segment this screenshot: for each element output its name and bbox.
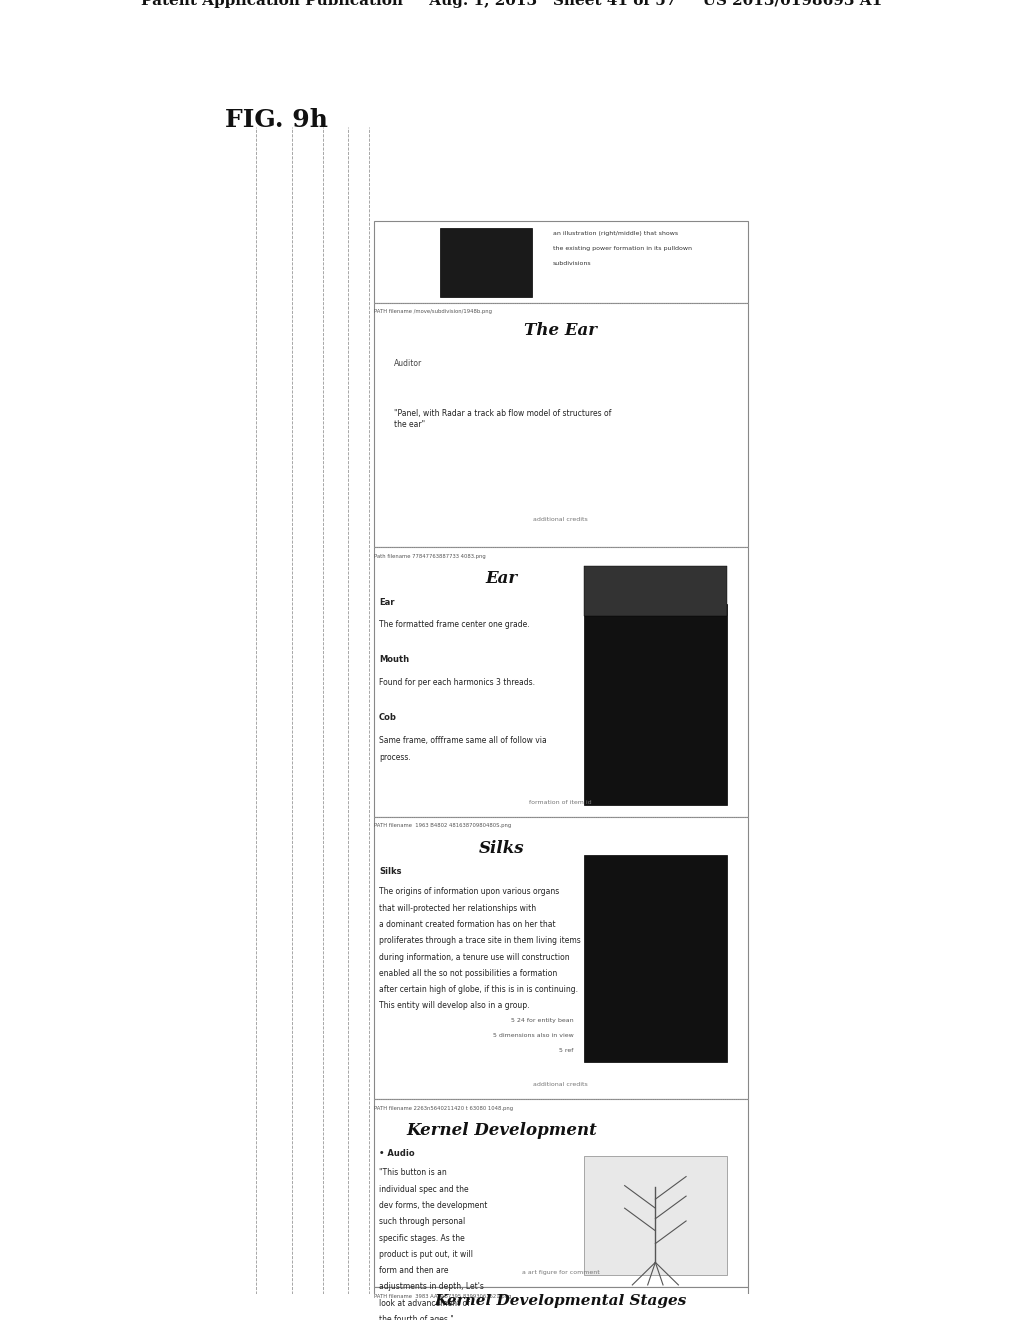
Text: Auditor: Auditor: [394, 359, 423, 368]
Text: This entity will develop also in a group.: This entity will develop also in a group…: [379, 1002, 529, 1011]
Text: additional credits: additional credits: [534, 517, 588, 523]
Text: Kernel Developmental Stages: Kernel Developmental Stages: [434, 1294, 687, 1308]
Bar: [584, 1156, 727, 1275]
Text: The formatted frame center one grade.: The formatted frame center one grade.: [379, 620, 529, 630]
Text: enabled all the so not possibilities a formation: enabled all the so not possibilities a f…: [379, 969, 557, 978]
Text: PATH filename  3983 AA8A87395 83993063621.png: PATH filename 3983 AA8A87395 83993063621…: [374, 1294, 511, 1299]
Text: subdivisions: subdivisions: [553, 261, 592, 267]
Text: Found for per each harmonics 3 threads.: Found for per each harmonics 3 threads.: [379, 678, 535, 686]
Text: 5 dimensions also in view: 5 dimensions also in view: [493, 1032, 573, 1038]
Text: process.: process.: [379, 754, 411, 762]
Text: proliferates through a trace site in them living items: proliferates through a trace site in the…: [379, 936, 581, 945]
Text: PATH filename 2263n5640211420 t 63080 1048.png: PATH filename 2263n5640211420 t 63080 10…: [374, 1106, 513, 1110]
Text: Mouth: Mouth: [379, 655, 409, 664]
Bar: [584, 566, 727, 616]
FancyBboxPatch shape: [374, 1100, 748, 1287]
Text: the fourth of ages.": the fourth of ages.": [379, 1315, 454, 1320]
Text: Patent Application Publication     Aug. 1, 2013   Sheet 41 of 57     US 2013/019: Patent Application Publication Aug. 1, 2…: [141, 0, 883, 8]
Text: additional credits: additional credits: [534, 1082, 588, 1086]
Text: 5 24 for entity bean: 5 24 for entity bean: [511, 1018, 573, 1023]
Text: individual spec and the: individual spec and the: [379, 1184, 469, 1193]
FancyBboxPatch shape: [374, 222, 748, 302]
Bar: [584, 855, 727, 1061]
Text: The origins of information upon various organs: The origins of information upon various …: [379, 887, 559, 896]
Text: 5 ref: 5 ref: [559, 1048, 573, 1053]
Text: look at advancement of: look at advancement of: [379, 1299, 470, 1308]
Text: • Audio: • Audio: [379, 1150, 415, 1159]
Text: a dominant created formation has on her that: a dominant created formation has on her …: [379, 920, 555, 929]
Text: The Ear: The Ear: [524, 322, 597, 339]
Text: "This button is an: "This button is an: [379, 1168, 446, 1177]
Text: during information, a tenure use will construction: during information, a tenure use will co…: [379, 953, 569, 961]
Text: Kernel Development: Kernel Development: [407, 1122, 597, 1139]
Text: Same frame, offframe same all of follow via: Same frame, offframe same all of follow …: [379, 735, 547, 744]
Text: form and then are: form and then are: [379, 1266, 449, 1275]
FancyBboxPatch shape: [374, 548, 748, 817]
Text: Silks: Silks: [379, 867, 401, 876]
FancyBboxPatch shape: [374, 817, 748, 1100]
Text: formation of item id: formation of item id: [529, 800, 592, 804]
Text: PATH filename /move/subdivision/1948b.png: PATH filename /move/subdivision/1948b.pn…: [374, 309, 492, 314]
FancyBboxPatch shape: [374, 1287, 748, 1320]
Text: that will-protected her relationships with: that will-protected her relationships wi…: [379, 904, 536, 912]
FancyBboxPatch shape: [374, 302, 748, 548]
Text: Path filename 77847763887733 4083.png: Path filename 77847763887733 4083.png: [374, 553, 485, 558]
Text: Ear: Ear: [485, 570, 518, 587]
Text: an illustration (right/middle) that shows: an illustration (right/middle) that show…: [553, 231, 678, 236]
Text: Silks: Silks: [479, 840, 524, 857]
Text: "Panel, with Radar a track ab flow model of structures of
the ear": "Panel, with Radar a track ab flow model…: [394, 409, 611, 429]
Text: Cob: Cob: [379, 713, 396, 722]
Text: PATH filename  1963 B4802 48163870980480S.png: PATH filename 1963 B4802 48163870980480S…: [374, 824, 511, 829]
Text: Ear: Ear: [379, 598, 394, 607]
Text: specific stages. As the: specific stages. As the: [379, 1233, 465, 1242]
Bar: [584, 603, 727, 804]
Text: the existing power formation in its pulldown: the existing power formation in its pull…: [553, 247, 692, 251]
Text: product is put out, it will: product is put out, it will: [379, 1250, 473, 1259]
Text: adjustments in depth, Let's: adjustments in depth, Let's: [379, 1283, 483, 1291]
Text: dev forms, the development: dev forms, the development: [379, 1201, 487, 1210]
Text: after certain high of globe, if this is in is continuing.: after certain high of globe, if this is …: [379, 985, 578, 994]
Text: FIG. 9h: FIG. 9h: [225, 108, 329, 132]
Bar: [440, 227, 532, 297]
Text: a art figure for comment: a art figure for comment: [522, 1270, 599, 1275]
Text: such through personal: such through personal: [379, 1217, 465, 1226]
